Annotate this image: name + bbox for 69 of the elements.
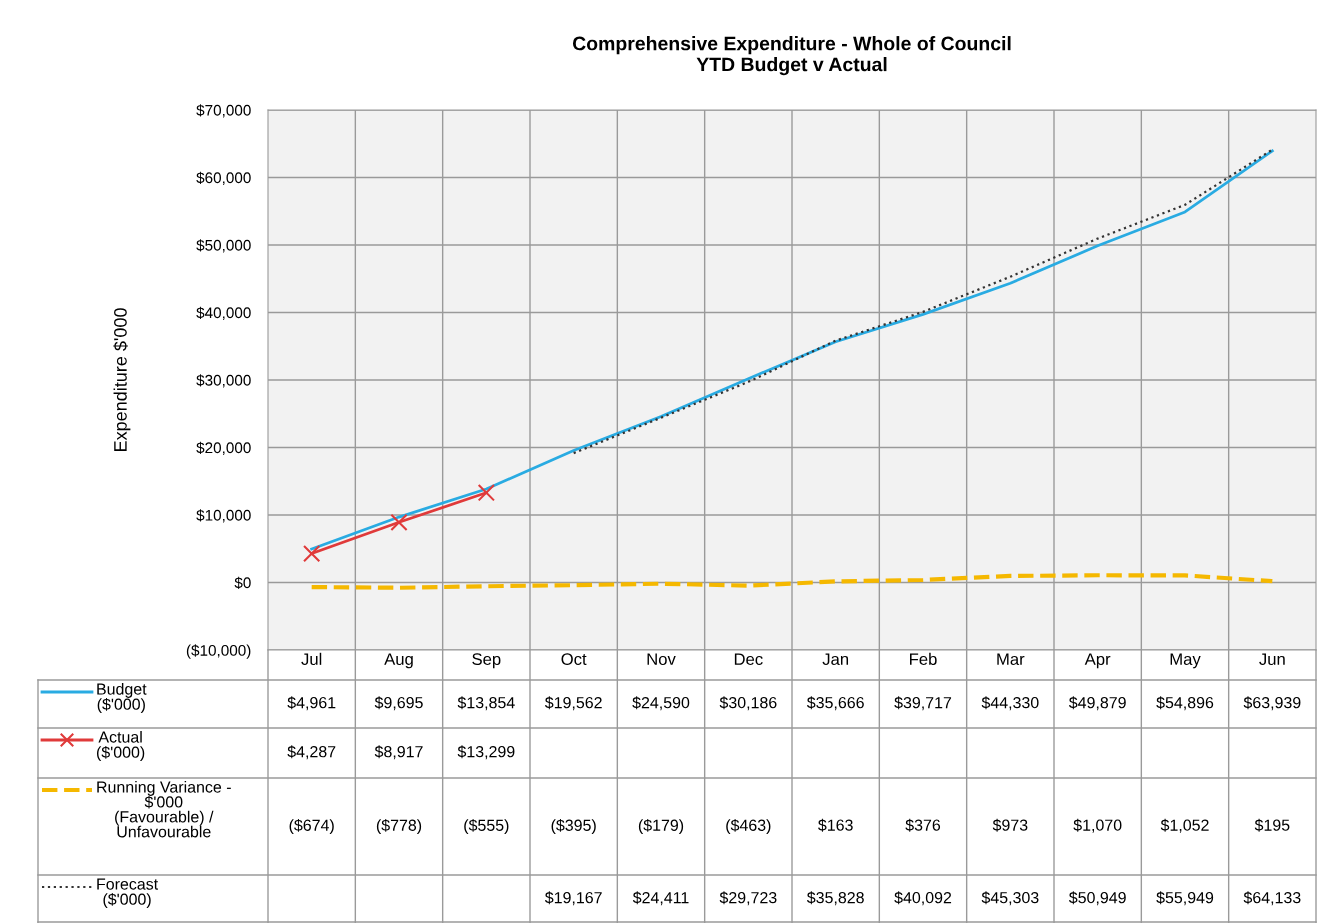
point — [390, 513, 408, 531]
data-label: $19,562 — [544, 696, 602, 711]
data-label: $40,092 — [894, 891, 952, 906]
data-label: $64,133 — [1243, 891, 1301, 906]
line-series — [572, 148, 1274, 455]
data-label: $1,052 — [1160, 818, 1209, 833]
data-label: ($463) — [726, 818, 771, 835]
x-tick-label: Jan — [822, 653, 849, 666]
legend-label: Running Variance - $'000 (Favourable) / Unfavourable — [97, 781, 231, 838]
x-tick-label: Feb — [910, 652, 937, 666]
data-label: ($555) — [464, 818, 509, 835]
point — [477, 484, 496, 502]
legend-label: Forecast ($'000) — [97, 878, 159, 909]
data-label: $376 — [905, 818, 941, 832]
x-tick-label: Sep — [472, 653, 501, 669]
data-label: $163 — [818, 818, 853, 832]
y-tick-label: $0 — [234, 576, 251, 590]
data-label: $24,590 — [632, 696, 690, 711]
data-label: $45,303 — [981, 891, 1039, 906]
y-tick-label: $20,000 — [196, 441, 251, 455]
y-axis-title: Expenditure $'000 — [113, 308, 131, 452]
y-tick-label: $30,000 — [196, 374, 251, 388]
data-label: $973 — [992, 818, 1028, 832]
y-tick-label: $70,000 — [196, 104, 251, 118]
data-label: ($179) — [638, 818, 684, 835]
x-tick-label: Aug — [384, 653, 413, 669]
data-label: $195 — [1254, 818, 1290, 832]
x-tick-label: Oct — [561, 653, 587, 666]
data-label: $13,854 — [457, 696, 515, 711]
data-label: $9,695 — [374, 696, 423, 711]
data-label: $35,828 — [806, 891, 864, 906]
data-label: ($674) — [289, 818, 334, 835]
data-label: $29,723 — [719, 891, 777, 906]
line-series — [309, 573, 1275, 590]
line-series — [310, 149, 1274, 551]
y-tick-label: $60,000 — [196, 171, 251, 185]
data-label: $13,299 — [457, 745, 515, 760]
data-label: $55,949 — [1156, 891, 1214, 906]
data-label: $44,330 — [981, 696, 1039, 711]
y-tick-label: ($10,000) — [186, 644, 251, 659]
y-tick-label: $40,000 — [196, 306, 251, 320]
legend-label: Budget ($'000) — [97, 683, 147, 714]
data-label: $24,411 — [632, 891, 689, 906]
chart-title: Comprehensive Expenditure - Whole of Council YTD Budget v Actual — [572, 36, 1011, 76]
x-tick-label: Jul — [301, 652, 322, 666]
data-label: $4,287 — [287, 745, 336, 760]
data-label: $35,666 — [806, 696, 864, 711]
point — [302, 544, 321, 563]
data-label: $39,717 — [894, 696, 952, 711]
x-tick-label: Dec — [734, 653, 763, 666]
data-label: $50,949 — [1068, 891, 1126, 906]
x-tick-label: Nov — [647, 653, 676, 666]
x-tick-label: Mar — [997, 653, 1025, 666]
data-label: $8,917 — [374, 745, 423, 760]
data-label: ($395) — [551, 818, 596, 835]
data-label: $49,879 — [1068, 696, 1126, 711]
legend-label: Actual ($'000) — [96, 731, 145, 762]
x-tick-label: May — [1170, 653, 1201, 669]
data-label: ($778) — [376, 818, 422, 835]
data-label: $19,167 — [544, 891, 602, 906]
data-label: $4,961 — [287, 696, 336, 711]
data-label: $63,939 — [1243, 696, 1301, 711]
data-label: $1,070 — [1073, 818, 1122, 833]
data-label: $54,896 — [1156, 696, 1214, 711]
y-tick-label: $50,000 — [196, 239, 251, 253]
x-tick-label: Apr — [1084, 653, 1111, 669]
data-label: $30,186 — [719, 696, 777, 711]
x-tick-label: Jun — [1259, 653, 1285, 666]
y-tick-label: $10,000 — [196, 509, 251, 523]
